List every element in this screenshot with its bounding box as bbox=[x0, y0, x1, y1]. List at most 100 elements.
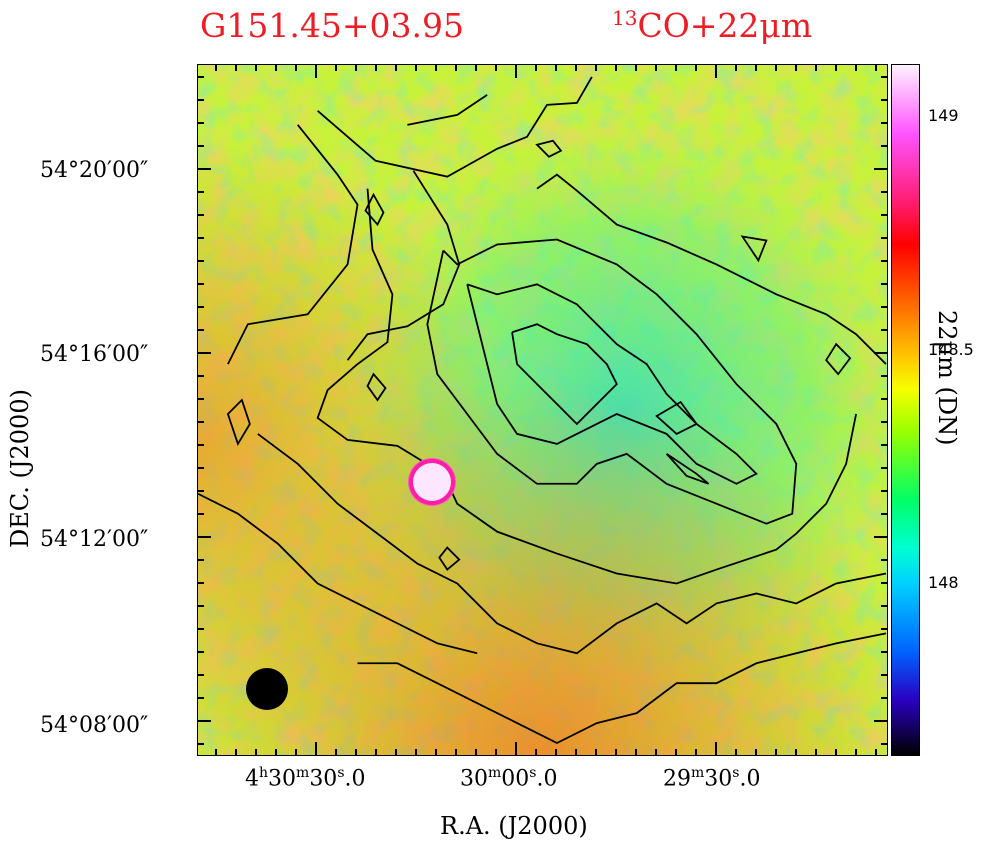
tick-mark bbox=[197, 536, 211, 538]
tick-mark bbox=[615, 64, 617, 71]
tick-mark bbox=[881, 99, 888, 101]
tick-mark bbox=[295, 749, 297, 756]
tick-mark bbox=[881, 697, 888, 699]
tick-mark bbox=[495, 749, 497, 756]
tick-mark bbox=[197, 697, 204, 699]
tick-mark bbox=[815, 64, 817, 71]
tick-mark bbox=[881, 375, 888, 377]
tick-mark bbox=[881, 444, 888, 446]
contour-2 bbox=[227, 124, 461, 365]
contour-4 bbox=[466, 283, 758, 485]
tick-mark bbox=[197, 260, 204, 262]
contour-island-9 bbox=[366, 372, 387, 402]
tick-mark bbox=[197, 168, 211, 170]
tick-mark bbox=[855, 64, 857, 71]
colorbar-tick-149: 149 bbox=[928, 106, 959, 125]
colorbar-label: 22μm (DN) bbox=[933, 310, 961, 446]
ra-tick-label: 30m00s.0 bbox=[460, 765, 558, 792]
contour-island-4 bbox=[655, 400, 698, 436]
contour-island-3 bbox=[226, 398, 251, 447]
tick-mark bbox=[275, 64, 277, 71]
contour-9 bbox=[198, 492, 478, 655]
tick-mark bbox=[695, 64, 697, 71]
tick-mark bbox=[197, 145, 204, 147]
y-axis-label: DEC. (J2000) bbox=[6, 389, 34, 548]
tick-mark bbox=[535, 64, 537, 71]
contour-island-5 bbox=[740, 235, 768, 263]
tick-mark bbox=[881, 122, 888, 124]
tick-mark bbox=[575, 749, 577, 756]
tick-mark bbox=[475, 64, 477, 71]
tick-mark bbox=[515, 64, 517, 78]
tick-mark bbox=[235, 749, 237, 756]
tick-mark bbox=[875, 749, 877, 756]
tick-mark bbox=[335, 64, 337, 71]
tick-mark bbox=[635, 64, 637, 71]
tick-mark bbox=[197, 651, 204, 653]
tick-mark bbox=[435, 64, 437, 71]
contour-5 bbox=[511, 323, 618, 426]
colorbar-tick-148-5: 148.5 bbox=[928, 340, 974, 359]
tick-mark bbox=[881, 398, 888, 400]
contour-3 bbox=[426, 238, 798, 525]
contour-island-2 bbox=[364, 192, 385, 227]
tick-mark bbox=[315, 742, 317, 756]
tick-mark bbox=[215, 64, 217, 71]
tick-mark bbox=[735, 749, 737, 756]
source-name-title: G151.45+03.95 bbox=[200, 6, 464, 45]
tick-mark bbox=[395, 64, 397, 71]
tick-mark bbox=[881, 605, 888, 607]
colorbar bbox=[891, 64, 920, 756]
tick-mark bbox=[495, 64, 497, 71]
tick-mark bbox=[881, 214, 888, 216]
tick-mark bbox=[475, 749, 477, 756]
tick-mark bbox=[881, 306, 888, 308]
tick-mark bbox=[775, 64, 777, 71]
tick-mark bbox=[197, 352, 211, 354]
point-source-marker bbox=[413, 463, 451, 501]
tick-mark bbox=[197, 99, 204, 101]
tick-mark bbox=[197, 513, 204, 515]
tick-mark bbox=[881, 283, 888, 285]
contour-7 bbox=[257, 433, 887, 655]
tracer-title: 13CO+22μm bbox=[612, 6, 812, 45]
tick-mark bbox=[874, 168, 888, 170]
tick-mark bbox=[815, 749, 817, 756]
tick-mark bbox=[435, 749, 437, 756]
tick-mark bbox=[197, 306, 204, 308]
tick-mark bbox=[881, 237, 888, 239]
tick-mark bbox=[197, 329, 204, 331]
dec-tick-label: 54°20′00″ bbox=[40, 158, 149, 183]
tick-mark bbox=[874, 352, 888, 354]
tick-mark bbox=[395, 749, 397, 756]
tick-mark bbox=[275, 749, 277, 756]
contour-outer-top bbox=[317, 76, 593, 178]
tick-mark bbox=[881, 191, 888, 193]
tick-mark bbox=[197, 76, 204, 78]
tick-mark bbox=[695, 749, 697, 756]
warm-left-region bbox=[198, 65, 887, 755]
dec-tick-label: 54°08′00″ bbox=[40, 713, 149, 738]
tick-mark bbox=[197, 237, 204, 239]
tick-mark bbox=[595, 749, 597, 756]
tick-mark bbox=[197, 582, 204, 584]
tick-mark bbox=[881, 76, 888, 78]
tick-mark bbox=[197, 467, 204, 469]
tick-mark bbox=[835, 749, 837, 756]
tick-mark bbox=[881, 674, 888, 676]
ra-tick-label: 29m30s.0 bbox=[663, 765, 761, 792]
contour-8 bbox=[357, 632, 887, 745]
tick-mark bbox=[455, 64, 457, 71]
tick-mark bbox=[795, 64, 797, 71]
tick-mark bbox=[415, 64, 417, 71]
tick-mark bbox=[875, 64, 877, 71]
tick-mark bbox=[881, 651, 888, 653]
tick-mark bbox=[715, 742, 717, 756]
contour-1 bbox=[316, 188, 857, 585]
tracer-text: CO+22μm bbox=[637, 6, 813, 45]
dec-tick-label: 54°16′00″ bbox=[40, 342, 149, 367]
tick-mark bbox=[735, 64, 737, 71]
tick-mark bbox=[881, 582, 888, 584]
tick-mark bbox=[575, 64, 577, 71]
tick-mark bbox=[375, 749, 377, 756]
